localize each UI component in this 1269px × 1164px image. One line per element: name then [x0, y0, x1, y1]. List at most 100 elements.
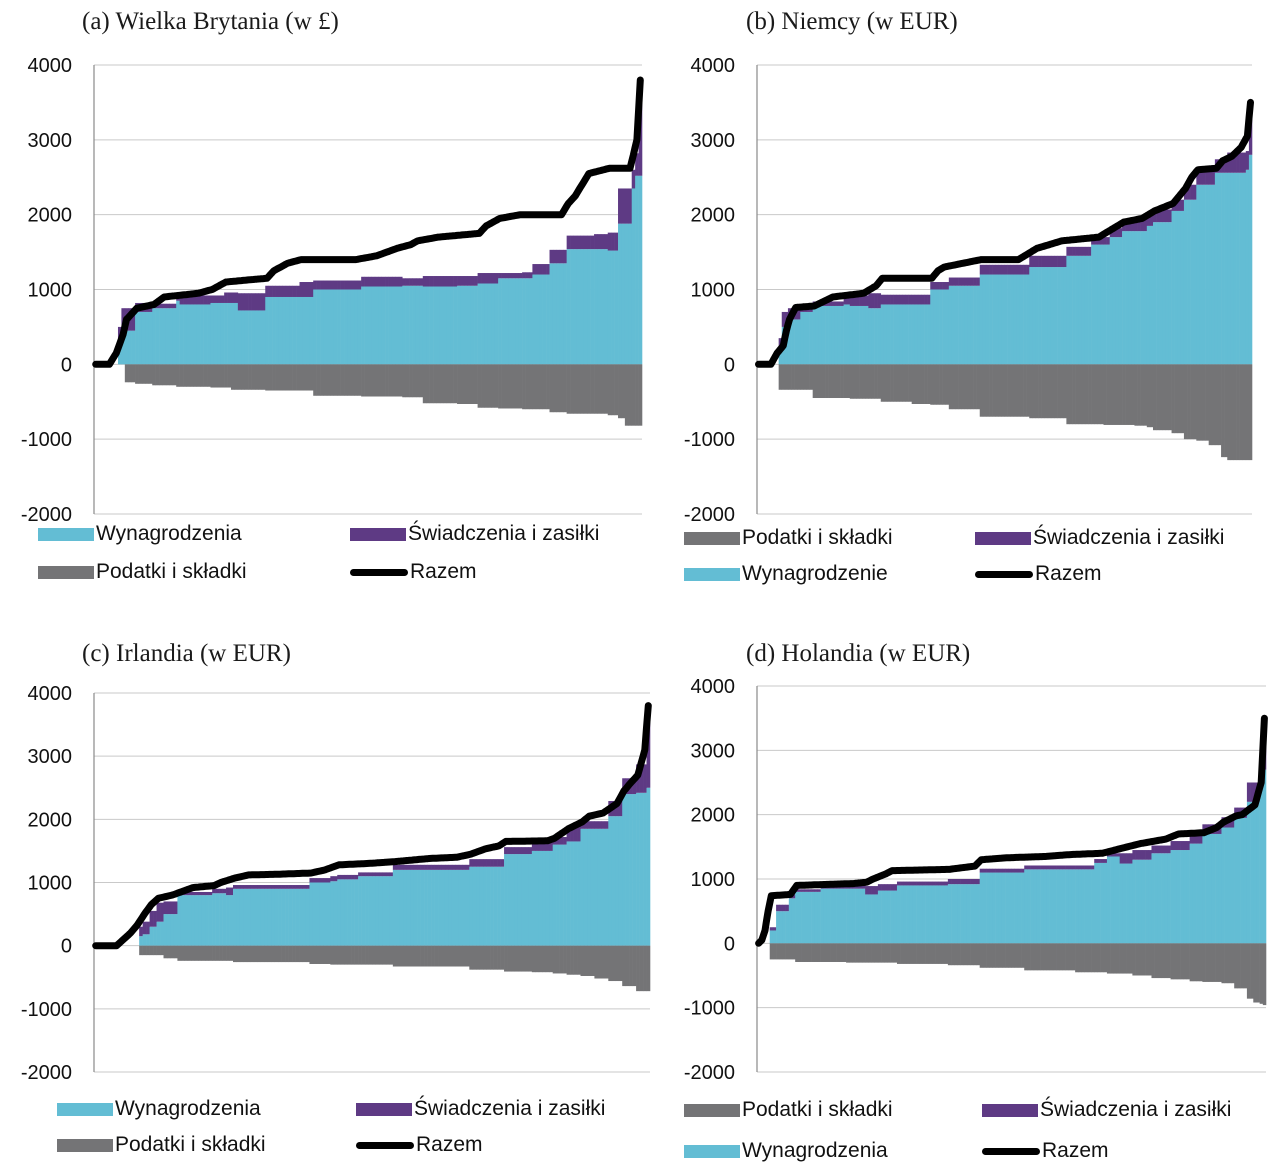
- bar-wages: [344, 879, 348, 946]
- bar-wages: [149, 926, 154, 946]
- bar-taxes: [1234, 943, 1238, 989]
- bar-wages: [858, 888, 863, 944]
- bar-benefits: [1084, 246, 1089, 256]
- bar-wages: [982, 274, 987, 365]
- bar-wages: [979, 274, 984, 365]
- bar-taxes: [1189, 943, 1194, 982]
- bar-taxes: [403, 945, 408, 967]
- bar-taxes: [313, 364, 317, 396]
- bar-benefits: [1183, 841, 1187, 851]
- bar-taxes: [196, 364, 201, 387]
- bar-taxes: [986, 943, 990, 968]
- bar-benefits: [398, 276, 403, 287]
- bar-taxes: [1132, 943, 1136, 976]
- bar-benefits: [1245, 151, 1250, 170]
- bar-taxes: [326, 364, 331, 396]
- bar-wages: [1103, 862, 1108, 944]
- bar-benefits: [1106, 237, 1110, 245]
- bar-wages: [141, 311, 146, 365]
- bar-taxes: [213, 364, 218, 388]
- bar-taxes: [1016, 364, 1021, 417]
- bar-wages: [1208, 833, 1213, 944]
- bar-wages: [1193, 199, 1197, 365]
- bar-benefits: [436, 276, 441, 287]
- bar-wages: [282, 296, 287, 365]
- bar-taxes: [815, 364, 820, 399]
- bar-wages: [1100, 862, 1105, 944]
- bar-wages: [1154, 853, 1159, 944]
- bar-wages: [160, 921, 164, 946]
- bar-wages: [1122, 863, 1127, 944]
- bar-wages: [800, 311, 804, 365]
- bar-wages: [451, 869, 456, 946]
- bar-wages: [446, 286, 451, 365]
- bar-taxes: [438, 945, 442, 967]
- bar-benefits: [1156, 209, 1160, 223]
- bar-wages: [1173, 850, 1178, 944]
- bar-wages: [922, 885, 926, 944]
- bar-wages: [313, 289, 317, 365]
- bar-benefits: [309, 878, 314, 883]
- bar-taxes: [1148, 943, 1152, 976]
- bar-benefits: [450, 276, 454, 287]
- bar-wages: [546, 274, 550, 365]
- bar-taxes: [1199, 943, 1203, 982]
- bar-wages: [248, 310, 252, 365]
- bar-taxes: [812, 364, 817, 399]
- bar-wages: [1205, 833, 1210, 944]
- bar-taxes: [1071, 943, 1076, 971]
- bar-wages: [1218, 833, 1222, 944]
- bar-taxes: [597, 945, 602, 979]
- bar-benefits: [272, 285, 276, 297]
- bar-taxes: [186, 364, 191, 387]
- bar-taxes: [902, 364, 906, 402]
- bar-taxes: [261, 364, 266, 390]
- bar-benefits: [1062, 865, 1066, 870]
- bar-taxes: [441, 945, 446, 967]
- bar-benefits: [958, 277, 962, 286]
- bar-taxes: [833, 943, 837, 962]
- bar-wages: [1047, 267, 1052, 365]
- bar-benefits: [1078, 246, 1083, 256]
- bar-benefits: [282, 285, 287, 297]
- bar-taxes: [148, 364, 153, 384]
- bar-benefits: [1072, 246, 1076, 256]
- bar-wages: [1094, 862, 1098, 944]
- bar-wages: [511, 278, 516, 365]
- bar-wages: [388, 286, 393, 365]
- bar-wages: [146, 934, 150, 946]
- bar-benefits: [1227, 152, 1231, 173]
- bar-taxes: [635, 364, 639, 426]
- bar-taxes: [1177, 364, 1182, 434]
- bar-benefits: [189, 295, 194, 305]
- bar-taxes: [951, 364, 956, 410]
- bar-wages: [1115, 237, 1120, 365]
- bar-taxes: [274, 945, 279, 963]
- bar-wages: [413, 869, 418, 946]
- bar-taxes: [234, 364, 239, 390]
- bar-taxes: [880, 364, 885, 402]
- bar-taxes: [264, 945, 269, 963]
- bar-taxes: [444, 945, 449, 967]
- bar-taxes: [778, 364, 783, 390]
- bar-taxes: [930, 364, 934, 405]
- bar-taxes: [295, 945, 300, 963]
- bar-benefits: [954, 879, 958, 885]
- y-tick-label: -2000: [684, 1062, 735, 1084]
- bar-taxes: [843, 364, 848, 399]
- bar-wages: [556, 263, 561, 365]
- bar-taxes: [1180, 364, 1185, 434]
- bar-wages: [398, 286, 403, 365]
- bar-wages: [1021, 872, 1025, 944]
- bar-benefits: [330, 876, 335, 882]
- y-tick-label: -1000: [684, 429, 735, 451]
- bar-taxes: [486, 945, 491, 970]
- bar-taxes: [828, 364, 832, 399]
- bar-wages: [1236, 172, 1240, 365]
- bar-wages: [302, 888, 307, 946]
- bar-benefits: [594, 234, 598, 250]
- bar-taxes: [477, 364, 482, 408]
- legend-item: Razem: [975, 562, 1102, 586]
- bar-taxes: [1217, 364, 1222, 446]
- bar-benefits: [250, 885, 255, 889]
